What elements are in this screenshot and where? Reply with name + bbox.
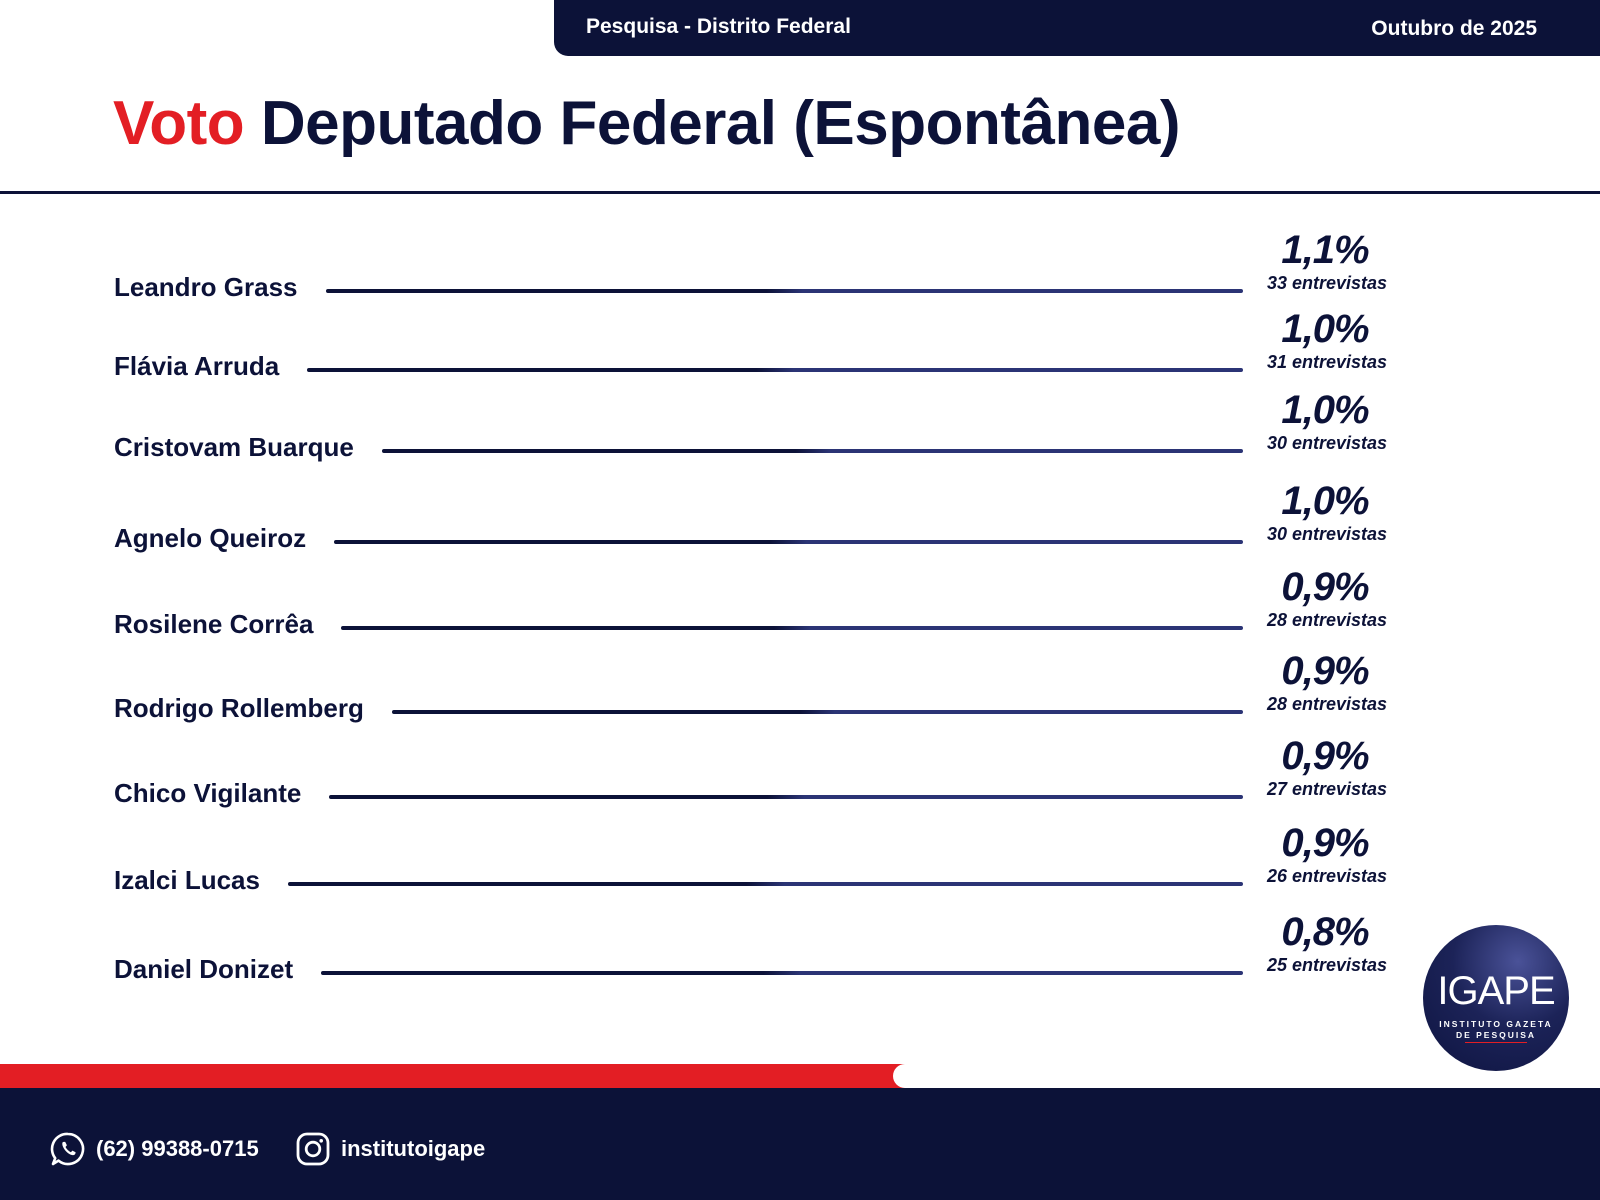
- logo-line2: DE PESQUISA: [1455, 1030, 1537, 1040]
- candidate-name: Cristovam Buarque: [114, 432, 354, 462]
- phone-number: (62) 99388-0715: [96, 1136, 259, 1161]
- candidate-line: [329, 795, 1243, 799]
- instagram-contact[interactable]: institutoigape: [295, 1131, 485, 1167]
- logo-mark: IGAPE: [1437, 969, 1555, 1013]
- candidate-line: [341, 626, 1243, 630]
- whatsapp-icon: [50, 1132, 85, 1166]
- candidate-percentage: 0,9%: [1281, 649, 1369, 693]
- candidate-percentage: 1,0%: [1281, 388, 1369, 432]
- candidate-interview-count: 25 entrevistas: [1266, 955, 1388, 975]
- candidate-percentage: 0,9%: [1281, 565, 1369, 609]
- red-stripe: [0, 1064, 905, 1088]
- survey-label: Pesquisa - Distrito Federal: [586, 15, 851, 38]
- candidate-line: [287, 882, 1243, 886]
- candidate-name: Chico Vigilante: [114, 778, 302, 808]
- header-bar: Pesquisa - Distrito Federal Outubro de 2…: [554, 0, 1600, 56]
- candidate-chart: Leandro Grass 1,1% 33 entrevistas Flávia Ar…: [0, 194, 1600, 1054]
- candidate-name: Agnelo Queiroz: [114, 523, 307, 553]
- candidate-line: [321, 971, 1243, 975]
- candidate-interview-count: 33 entrevistas: [1266, 273, 1388, 293]
- page-title: Voto Deputado Federal (Espontânea): [113, 88, 1180, 159]
- phone-contact[interactable]: (62) 99388-0715: [50, 1131, 259, 1167]
- candidate-interview-count: 26 entrevistas: [1266, 866, 1388, 886]
- red-stripe-cap: [893, 1064, 917, 1088]
- candidate-percentage: 1,0%: [1281, 307, 1369, 351]
- candidate-line: [334, 540, 1243, 544]
- igape-logo: IGAPE INSTITUTO GAZETA DE PESQUISA: [1423, 925, 1569, 1071]
- candidate-percentage: 0,8%: [1281, 910, 1369, 954]
- candidate-name: Rosilene Corrêa: [114, 609, 314, 639]
- footer: (62) 99388-0715 institutoigape: [0, 1088, 1600, 1200]
- candidate-interview-count: 28 entrevistas: [1266, 610, 1388, 630]
- candidate-line: [307, 368, 1243, 372]
- candidate-percentage: 0,9%: [1281, 734, 1369, 778]
- candidate-name: Flávia Arruda: [114, 351, 280, 381]
- candidate-interview-count: 30 entrevistas: [1266, 433, 1388, 453]
- logo-line1: INSTITUTO GAZETA: [1439, 1019, 1553, 1029]
- candidate-line: [381, 449, 1243, 453]
- title-accent: Voto: [113, 89, 245, 158]
- candidate-interview-count: 31 entrevistas: [1266, 352, 1388, 372]
- instagram-icon: [296, 1132, 330, 1166]
- candidate-line: [325, 289, 1243, 293]
- candidate-percentage: 0,9%: [1281, 821, 1369, 865]
- instagram-handle: institutoigape: [341, 1136, 486, 1161]
- title-divider: [0, 191, 1600, 194]
- candidate-interview-count: 30 entrevistas: [1266, 524, 1388, 544]
- candidate-name: Rodrigo Rollemberg: [114, 693, 364, 723]
- candidate-interview-count: 27 entrevistas: [1266, 779, 1388, 799]
- candidate-name: Leandro Grass: [114, 272, 298, 302]
- candidate-name: Daniel Donizet: [114, 954, 294, 984]
- logo-underline: [1465, 1042, 1527, 1043]
- candidate-percentage: 1,0%: [1281, 479, 1369, 523]
- candidate-line: [391, 710, 1243, 714]
- date-label: Outubro de 2025: [1371, 17, 1537, 40]
- candidate-percentage: 1,1%: [1281, 228, 1369, 272]
- candidate-interview-count: 28 entrevistas: [1266, 694, 1388, 714]
- title-rest: Deputado Federal (Espontânea): [260, 89, 1181, 158]
- candidate-name: Izalci Lucas: [114, 865, 260, 895]
